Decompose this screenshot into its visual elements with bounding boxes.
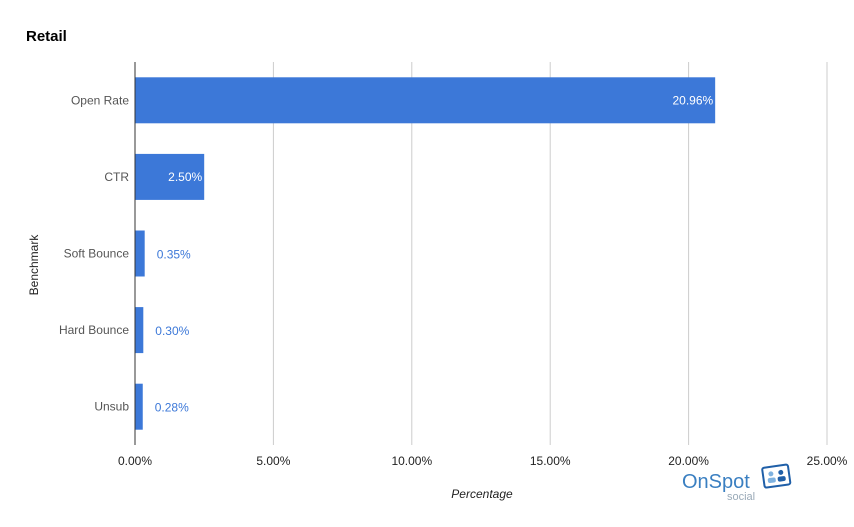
bar (135, 307, 144, 354)
x-axis-title: Percentage (451, 487, 513, 501)
data-label: 0.35% (157, 248, 191, 262)
x-tick-label: 10.00% (391, 454, 432, 468)
onspot-logo: OnSpot social (682, 463, 792, 503)
x-tick-label: 0.00% (118, 454, 152, 468)
x-tick-labels: 0.00% 5.00% 10.00% 15.00% 20.00% 25.00% (118, 454, 848, 468)
category-label: Unsub (94, 400, 129, 414)
bar (135, 383, 143, 430)
chart-title: Retail (26, 28, 67, 45)
bars: 20.96% 2.50% 0.35% 0.30% 0.28% (135, 77, 716, 430)
gridlines (272, 62, 828, 445)
bar (135, 153, 205, 200)
logo-subtext: social (727, 491, 755, 503)
x-tick-label: 5.00% (256, 454, 290, 468)
category-label: CTR (104, 170, 129, 184)
category-label: Open Rate (71, 93, 129, 107)
bar (135, 230, 145, 277)
category-labels: Open Rate CTR Soft Bounce Hard Bounce Unsub (59, 93, 129, 413)
data-label: 20.96% (672, 93, 713, 107)
y-axis-title: Benchmark (27, 234, 41, 296)
x-tick-label: 25.00% (807, 454, 848, 468)
data-label: 0.30% (155, 324, 189, 338)
x-tick-label: 15.00% (530, 454, 571, 468)
data-label: 2.50% (168, 170, 202, 184)
x-tick-label: 20.00% (668, 454, 709, 468)
logo-text: OnSpot (682, 471, 750, 493)
category-label: Hard Bounce (59, 323, 129, 337)
data-label: 0.28% (155, 401, 189, 415)
category-label: Soft Bounce (64, 247, 130, 261)
bar (135, 77, 716, 124)
logo-badge-icon (761, 463, 792, 489)
